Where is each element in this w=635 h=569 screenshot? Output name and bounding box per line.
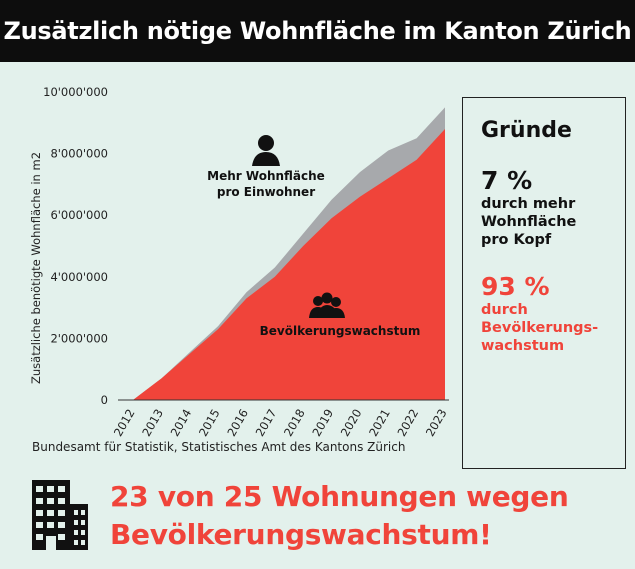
x-tick-label: 2015 [196, 407, 223, 439]
annotation-population-label: Bevölkerungswachstum [260, 324, 421, 338]
annotation-per-capita-label: pro Einwohner [217, 185, 315, 199]
y-tick-label: 8'000'000 [50, 147, 108, 161]
reasons-box: Gründe 7 % durch mehr Wohnfläche pro Kop… [462, 97, 626, 469]
person-icon [252, 135, 280, 166]
reason-per-capita: 7 % durch mehr Wohnfläche pro Kopf [481, 167, 617, 249]
y-tick-label: 4'000'000 [50, 270, 108, 284]
y-axis-label: Zusätzliche benötigte Wohnfläche in m2 [29, 152, 43, 384]
annotation-per-capita-label: Mehr Wohnfläche [207, 169, 325, 183]
x-tick-label: 2016 [224, 407, 251, 439]
y-tick-label: 0 [101, 393, 108, 407]
y-tick-label: 10'000'000 [43, 85, 108, 99]
reason-population: 93 % durch Bevölkerungs- wachstum [481, 273, 617, 355]
headline-line: 23 von 25 Wohnungen wegen [110, 480, 569, 513]
reason-text-line: durch [481, 302, 528, 318]
x-tick-label: 2019 [309, 407, 336, 439]
reasons-heading: Gründe [481, 118, 572, 143]
area-chart: 0 2'000'000 4'000'000 6'000'000 8'000'000 10'… [29, 85, 450, 439]
x-tick-label: 2022 [394, 407, 421, 439]
page-title: Zusätzlich nötige Wohnfläche im Kanton Z… [0, 0, 635, 62]
building-icon [32, 480, 88, 550]
y-tick-label: 2'000'000 [50, 331, 108, 345]
x-tick-label: 2014 [168, 407, 195, 439]
people-group-icon [309, 292, 345, 318]
headline: 23 von 25 Wohnungen wegen Bevölkerungswa… [110, 478, 630, 554]
x-tick-label: 2012 [111, 407, 138, 439]
area-population [133, 128, 445, 400]
x-tick-label: 2021 [366, 407, 393, 439]
x-tick-label: 2017 [253, 407, 280, 439]
reason-percent: 7 % [481, 166, 533, 195]
headline-line: Bevölkerungswachstum! [110, 518, 492, 551]
x-tick-label: 2020 [338, 407, 365, 439]
x-tick-label: 2018 [281, 407, 308, 439]
x-tick-label: 2023 [423, 407, 450, 439]
reason-text-line: Wohnfläche [481, 214, 577, 230]
reason-text-line: Bevölkerungs- [481, 320, 599, 336]
reason-text-line: pro Kopf [481, 232, 552, 248]
reason-percent: 93 % [481, 272, 550, 301]
reason-text-line: wachstum [481, 338, 565, 354]
reason-text-line: durch mehr [481, 196, 576, 212]
y-tick-label: 6'000'000 [50, 208, 108, 222]
x-tick-label: 2013 [139, 407, 166, 439]
source-note: Bundesamt für Statistik, Statistisches A… [32, 440, 406, 454]
